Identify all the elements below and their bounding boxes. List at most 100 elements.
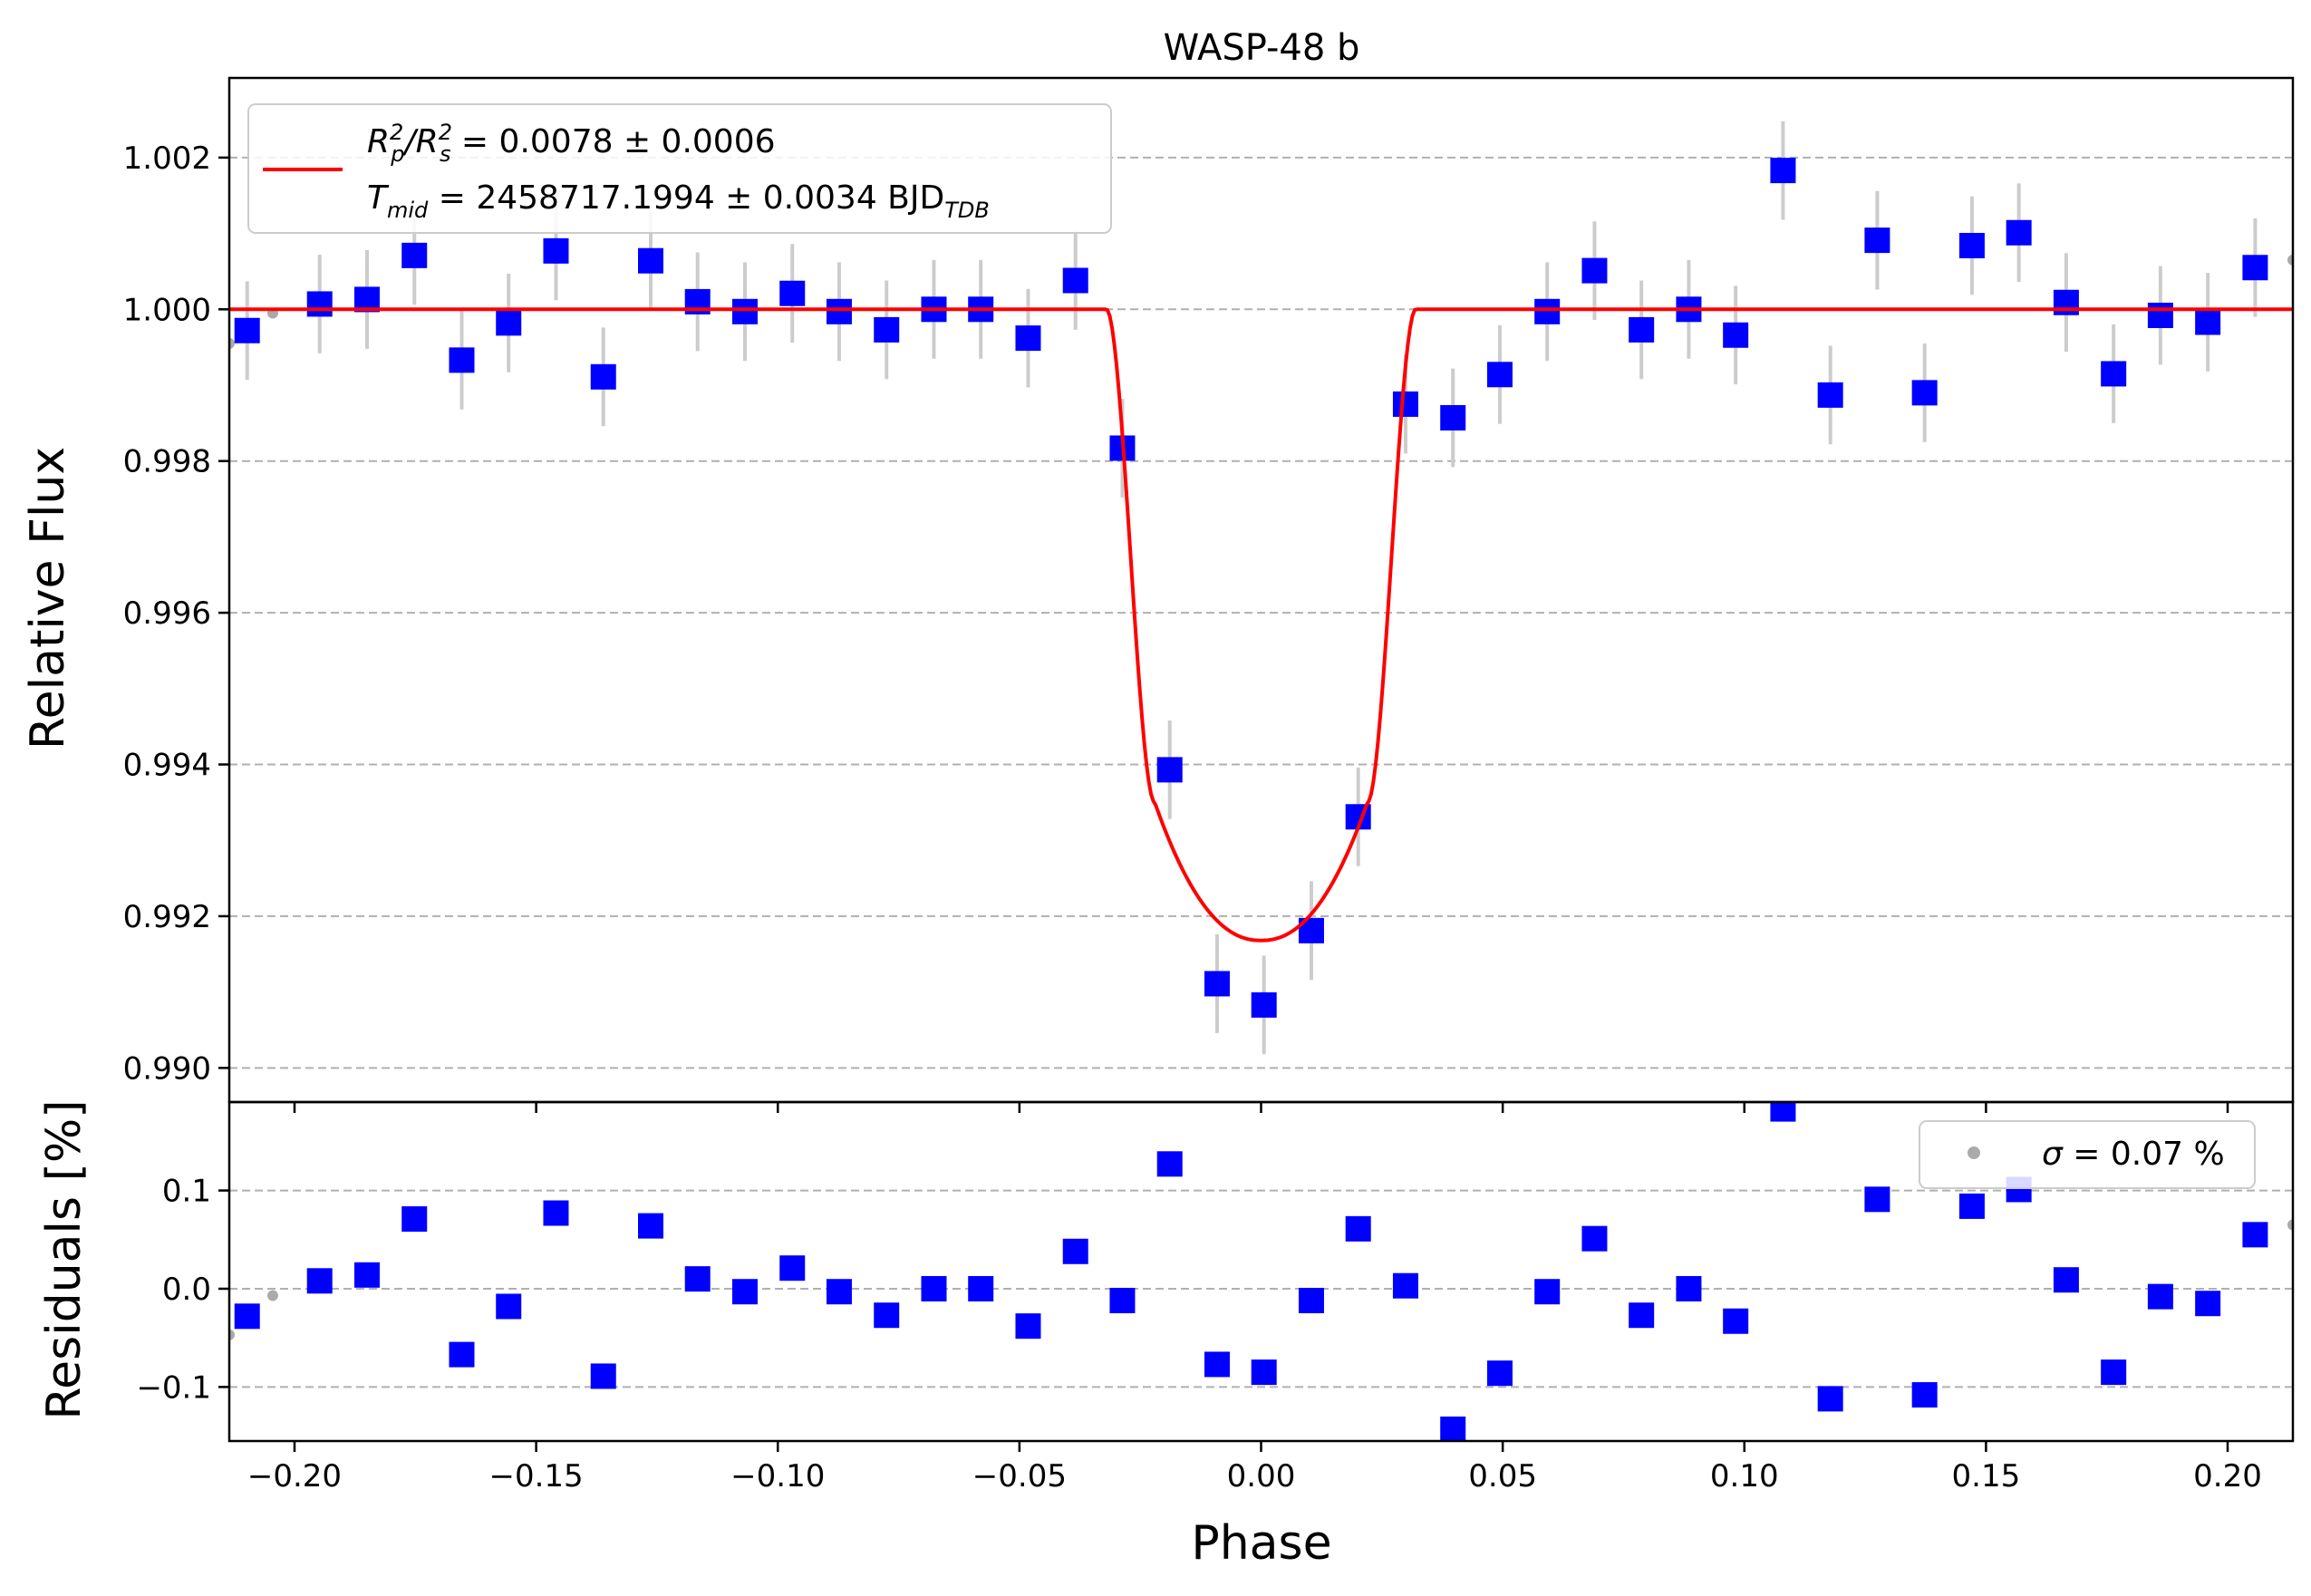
flux-y-axis-label: Relative Flux [21,447,75,750]
residuals-binned-point [353,1262,380,1288]
flux-binned-point [1392,391,1418,417]
flux-binned-point [1486,362,1513,388]
flux-binned-point [590,363,616,390]
residuals-raw-point [2287,1219,2293,1231]
flux-binned-point [401,242,428,268]
flux-y-tick-label: 0.998 [123,444,211,480]
residuals-binned-point [1676,1275,1702,1301]
residuals-raw-point [229,1329,235,1340]
flux-binned-point [1864,227,1890,254]
residuals-binned-point [1156,1151,1183,1177]
flux-legend: R2 p/R2 s = 0.0078 ± 0.0006 Tmid = 2458717… [247,103,1112,234]
legend-tmid-sub: mid [387,198,429,223]
flux-binned-point [2195,309,2221,335]
x-tick-label: −0.20 [247,1458,342,1494]
flux-binned-point [543,237,569,264]
legend-rs-sup: 2 [439,120,452,145]
chart-title: WASP-48 b [1164,27,1360,69]
residuals-binned-point [637,1213,663,1239]
flux-binned-point [1581,257,1608,284]
residuals-binned-point [1958,1193,1985,1219]
residuals-binned-point [874,1302,900,1329]
flux-binned-point [306,291,333,317]
flux-binned-point [1958,232,1985,258]
residuals-legend: σ = 0.07 % [1919,1120,2256,1189]
x-tick-label: 0.20 [2193,1458,2262,1494]
flux-binned-point [2053,289,2079,315]
residuals-binned-point [2195,1291,2221,1317]
residuals-binned-point [1062,1238,1088,1264]
flux-panel: 0.990 0.992 0.994 0.996 0.998 1.000 1.002 Rela… [21,76,2295,1104]
flux-raw-point [2287,254,2293,266]
residuals-binned-point [1770,1102,1796,1122]
legend-tdb-sub: TDB [944,198,990,223]
flux-binned-point [779,280,806,306]
legend-slash: / [402,123,420,160]
residuals-binned-point [826,1279,852,1305]
residuals-binned-point [968,1275,994,1301]
x-axis-label: Phase [1191,1516,1331,1571]
flux-binned-point [234,317,260,343]
legend-rp-sup: 2 [390,120,403,145]
flux-binned-point [2242,255,2268,281]
flux-binned-point [731,298,758,324]
flux-binned-point [1911,380,1938,406]
residuals-binned-point [1204,1351,1230,1378]
legend-rp-sub: p [390,141,404,167]
residuals-binned-point [2053,1267,2079,1293]
residuals-binned-point [921,1275,947,1301]
x-axis-ticks: −0.20 −0.15 −0.10 −0.05 0.00 0.05 0.10 0.15 0.20 [247,1102,2262,1494]
residuals-binned-point [2101,1359,2127,1386]
transit-model-curve [229,307,2293,943]
residuals-binned-point [1298,1287,1324,1313]
legend-sigma-label: σ = 0.07 % [2042,1136,2225,1173]
legend-sigma: σ [2042,1136,2064,1173]
residuals-y-axis-label: Residuals [%] [37,1099,92,1419]
residuals-binned-point [306,1268,333,1294]
residuals-binned-point [1817,1386,1843,1412]
flux-legend-box [247,103,1112,234]
residuals-binned-point [449,1341,475,1368]
x-tick-label: −0.05 [972,1458,1067,1494]
legend-tmid-label: Tmid = 2458717.1994 ± 0.0034 BJDTDB [367,179,990,223]
flux-y-tick-label: 0.994 [123,748,211,784]
residuals-binned-point [779,1255,806,1282]
residuals-panel: −0.1 0.0 0.1 Residuals [%] σ = 0.07 % [37,1099,2295,1443]
legend-residual-marker [1968,1146,1980,1159]
residuals-binned-point [1534,1279,1561,1305]
flux-binned-point [874,316,900,343]
flux-binned-point [637,247,663,274]
flux-y-tick-label: 1.002 [123,140,211,177]
flux-binned-point [1817,382,1843,408]
residuals-binned-point [1581,1225,1608,1252]
residuals-binned-point [2147,1283,2173,1310]
flux-binned-point [1440,404,1466,430]
flux-binned-point [1629,316,1655,343]
residuals-binned-point [496,1293,522,1320]
residuals-y-tick-label: 0.1 [162,1174,211,1210]
residuals-binned-point [1864,1186,1890,1213]
residuals-binned-point [684,1266,711,1292]
residuals-y-tick-label: −0.1 [136,1369,211,1406]
residuals-binned-point [1251,1359,1277,1386]
residuals-binned-point [1911,1382,1938,1408]
flux-y-tick-label: 0.996 [123,595,211,632]
residuals-binned-point [234,1303,260,1330]
flux-binned-point [1534,298,1561,324]
flux-binned-point [2147,302,2173,328]
x-tick-label: 0.15 [1952,1458,2021,1494]
flux-y-tick-label: 0.992 [123,899,211,935]
flux-y-tick-label: 0.990 [123,1050,211,1087]
residuals-binned-point [1629,1302,1655,1329]
flux-binned-point [496,310,522,336]
residuals-binned-point [1440,1416,1466,1441]
flux-binned-point [1723,322,1749,348]
flux-raw-point [229,337,235,349]
residuals-raw-points [229,1219,2293,1340]
x-tick-label: −0.15 [489,1458,584,1494]
flux-binned-point [826,298,852,324]
flux-binned-point [1015,325,1041,352]
residuals-legend-box [1919,1120,2256,1189]
x-tick-label: 0.00 [1227,1458,1296,1494]
